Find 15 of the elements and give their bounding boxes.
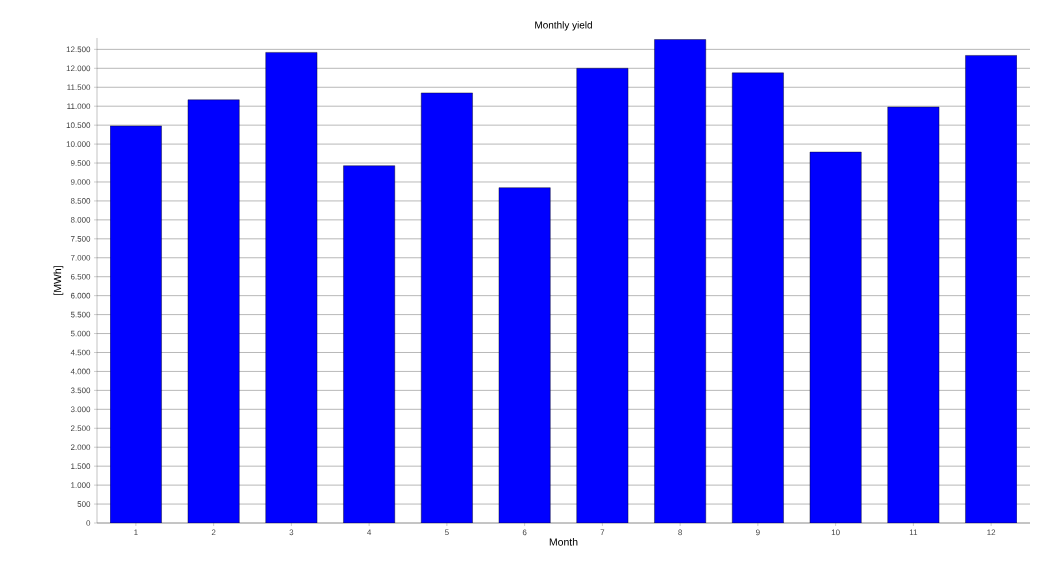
y-axis-title: [MWh]	[53, 266, 64, 295]
bar	[654, 39, 706, 523]
chart-title: Monthly yield	[535, 21, 592, 31]
bar	[343, 165, 395, 523]
bar	[732, 72, 784, 523]
bar	[110, 125, 162, 523]
bar	[421, 92, 473, 523]
bar	[809, 151, 862, 523]
bar	[576, 68, 629, 523]
bar	[187, 99, 240, 523]
bar	[887, 106, 940, 523]
bar	[498, 187, 551, 523]
x-axis-title: Month	[549, 538, 578, 546]
bar	[265, 52, 318, 523]
bar	[965, 55, 1017, 523]
